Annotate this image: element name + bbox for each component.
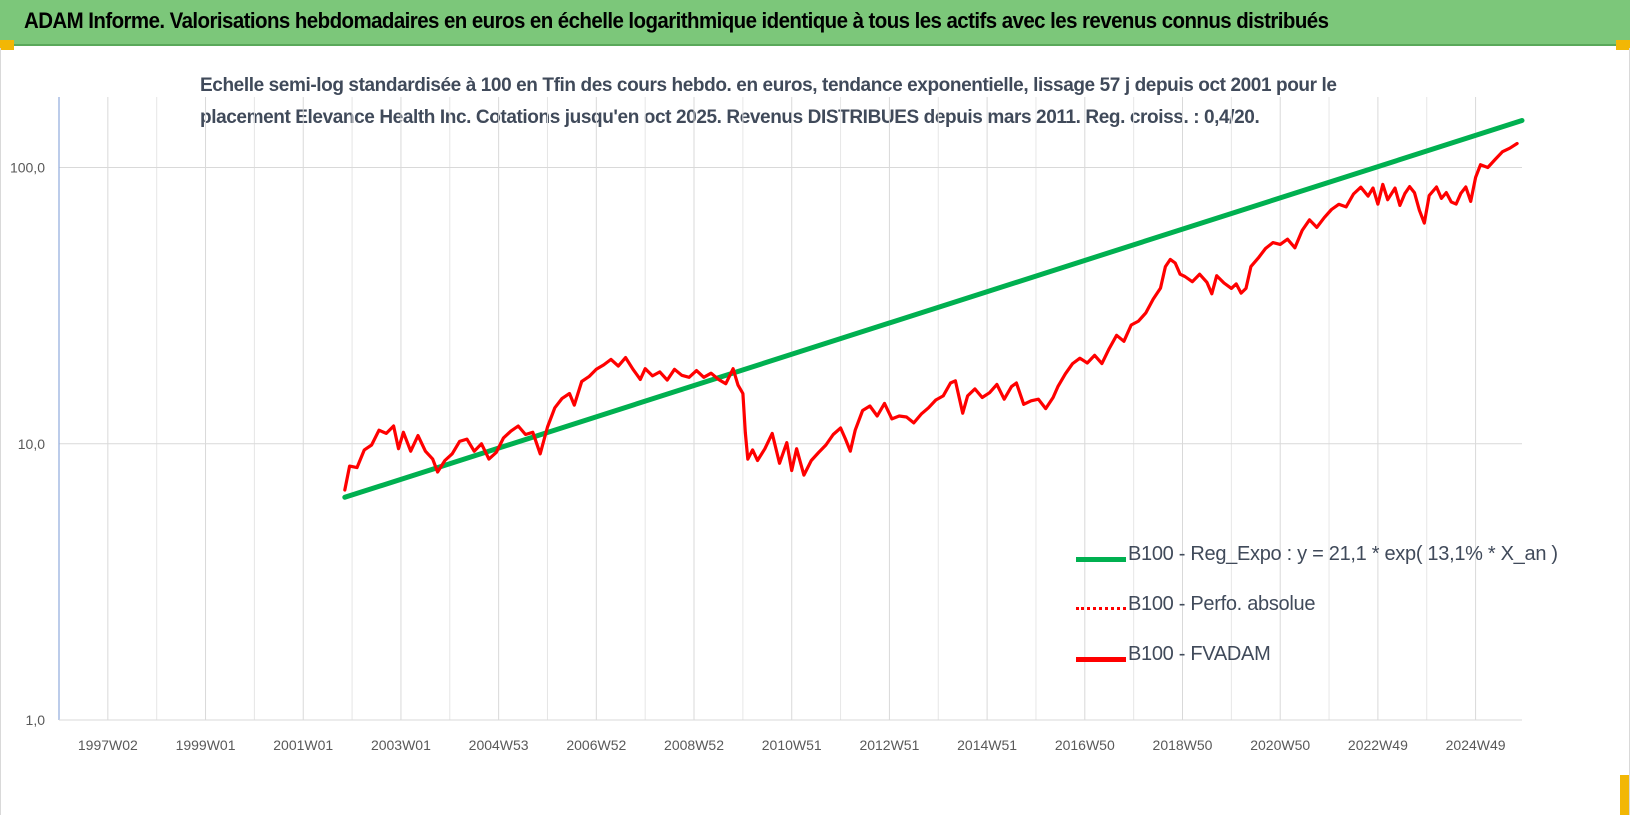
x-tick-label: 1997W02 — [78, 737, 138, 753]
corner-marker-top-right — [1616, 40, 1630, 50]
x-tick-label: 2006W52 — [566, 737, 626, 753]
fvadam-line — [343, 141, 1519, 492]
corner-marker-top-left — [0, 40, 14, 50]
legend-label-fvadam: B100 - FVADAM — [1128, 643, 1271, 665]
chart-title: Echelle semi-log standardisée à 100 en T… — [200, 70, 1337, 134]
x-tick-label: 2018W50 — [1153, 737, 1213, 753]
y-tick-label: 100,0 — [10, 160, 45, 176]
x-tick-label: 2004W53 — [469, 737, 529, 753]
regression-line — [342, 118, 1525, 500]
x-tick-label: 1999W01 — [176, 737, 236, 753]
x-tick-label: 2010W51 — [762, 737, 822, 753]
legend-swatch-regression — [1076, 557, 1126, 562]
legend-swatch-perfo-absolue — [1076, 607, 1126, 610]
page-title: ADAM Informe. Valorisations hebdomadaire… — [24, 8, 1329, 33]
y-tick-label: 10,0 — [18, 436, 45, 452]
x-tick-label: 2001W01 — [273, 737, 333, 753]
title-bar: ADAM Informe. Valorisations hebdomadaire… — [0, 0, 1630, 46]
x-tick-label: 2024W49 — [1446, 737, 1506, 753]
x-tick-label: 2012W51 — [859, 737, 919, 753]
x-tick-label: 2020W50 — [1250, 737, 1310, 753]
y-tick-label: 1,0 — [26, 712, 46, 728]
x-tick-label: 2016W50 — [1055, 737, 1115, 753]
x-tick-label: 2003W01 — [371, 737, 431, 753]
legend-label-perfo-absolue: B100 - Perfo. absolue — [1128, 593, 1316, 615]
chart-title-line-2: placement Elevance Health Inc. Cotations… — [200, 107, 1260, 128]
axes: 1997W02 1999W01 2001W01 2003W01 2004W53 2006W… — [10, 97, 1522, 753]
legend-item-regression: B100 - Reg_Expo : y = 21,1 * exp( 13,1% … — [1076, 540, 1616, 590]
x-tick-label: 2014W51 — [957, 737, 1017, 753]
x-tick-label: 2022W49 — [1348, 737, 1408, 753]
legend-label-regression: B100 - Reg_Expo : y = 21,1 * exp( 13,1% … — [1128, 543, 1558, 565]
legend-item-perfo-absolue: B100 - Perfo. absolue — [1076, 590, 1616, 640]
series — [342, 118, 1525, 500]
corner-marker-bottom-right — [1620, 775, 1630, 815]
x-tick-label: 2008W52 — [664, 737, 724, 753]
chart-title-line-1: Echelle semi-log standardisée à 100 en T… — [200, 75, 1337, 96]
legend-item-fvadam: B100 - FVADAM — [1076, 640, 1616, 690]
legend: B100 - Reg_Expo : y = 21,1 * exp( 13,1% … — [1076, 540, 1616, 690]
legend-swatch-fvadam — [1076, 657, 1126, 662]
